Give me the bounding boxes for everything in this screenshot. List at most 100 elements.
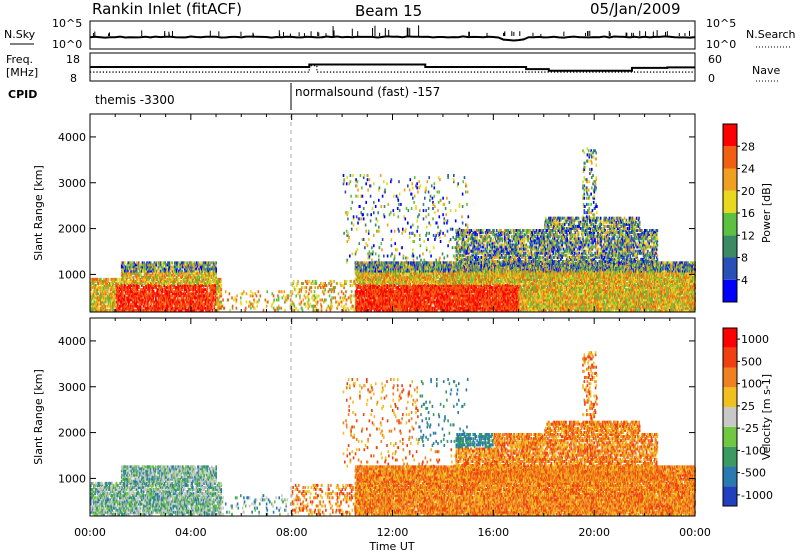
echo-cell (412, 231, 414, 235)
echo-cell (171, 300, 174, 304)
echo-cell (345, 279, 348, 283)
echo-cell (91, 302, 94, 306)
nsky-panel: N.Sky 10^5 10^0 10^5 10^0 N.Search (4, 17, 796, 51)
echo-cell (100, 277, 102, 281)
echo-cell (149, 263, 151, 267)
echo-cell (182, 277, 184, 281)
echo-cell (161, 308, 164, 312)
echo-cell (129, 302, 132, 306)
echo-cell (119, 292, 121, 296)
echo-cell (131, 296, 133, 300)
echo-cell (90, 306, 93, 310)
echo-cell (110, 308, 112, 312)
echo-cell (367, 188, 369, 192)
echo-cell (109, 292, 112, 296)
echo-cell (112, 306, 114, 310)
echo-cell (132, 267, 135, 271)
echo-cell (98, 288, 101, 292)
echo-cell (93, 296, 95, 300)
echo-cell (407, 209, 410, 213)
echo-cell (398, 209, 401, 213)
echo-cell (184, 292, 187, 296)
echo-cell (121, 265, 124, 269)
echo-cell (124, 269, 126, 273)
echo-cell (206, 286, 209, 290)
echo-cell (133, 271, 136, 275)
echo-cell (163, 282, 166, 285)
echo-cell (357, 221, 359, 225)
echo-cell (179, 308, 182, 312)
echo-cell (161, 271, 164, 275)
echo-cell (132, 263, 135, 267)
echo-cell (151, 306, 154, 310)
echo-cell (144, 304, 146, 308)
echo-cell (166, 308, 168, 312)
echo-cell (171, 267, 174, 271)
echo-cell (137, 284, 140, 287)
echo-cell (305, 286, 308, 290)
echo-cell (347, 308, 350, 312)
echo-cell (359, 174, 362, 177)
echo-cell (182, 263, 185, 267)
echo-cell (355, 194, 357, 198)
echo-cell (136, 288, 139, 292)
echo-cell (403, 188, 406, 192)
echo-cell (102, 294, 104, 298)
echo-cell (175, 308, 177, 312)
echo-cell (184, 304, 187, 308)
echo-cell (313, 290, 316, 294)
echo-cell (209, 261, 212, 265)
echo-cell (140, 265, 142, 269)
echo-cell (92, 292, 95, 296)
echo-cell (356, 248, 359, 252)
echo-cell (90, 302, 92, 306)
echo-cell (109, 300, 112, 304)
echo-cell (105, 304, 108, 308)
echo-cell (141, 298, 143, 302)
echo-cell (161, 279, 164, 283)
echo-cell (134, 288, 136, 292)
echo-cell (114, 286, 117, 290)
echo-cell (390, 178, 393, 182)
echo-cell (154, 269, 156, 273)
echo-cell (302, 298, 304, 302)
echo-cell (175, 279, 178, 283)
echo-cell (99, 298, 102, 302)
echo-cell (162, 300, 165, 304)
echo-cell (274, 308, 277, 312)
echo-cell (178, 300, 181, 304)
echo-cell (173, 279, 175, 283)
echo-cell (167, 304, 170, 308)
echo-cell (172, 275, 175, 279)
echo-cell (115, 292, 117, 296)
echo-cell (417, 190, 419, 194)
echo-cell (131, 298, 133, 302)
echo-cell (154, 308, 156, 312)
echo-cell (90, 288, 92, 292)
echo-cell (117, 288, 120, 292)
echo-cell (115, 302, 117, 306)
echo-cell (105, 290, 107, 294)
echo-cell (215, 267, 217, 271)
echo-cell (236, 294, 238, 298)
echo-cell (297, 279, 299, 283)
echo-cell (349, 174, 352, 177)
echo-cell (149, 292, 151, 296)
echo-cell (174, 304, 176, 308)
echo-cell (158, 279, 160, 283)
echo-cell (325, 284, 328, 287)
echo-cell (144, 267, 147, 271)
echo-cell (410, 225, 412, 229)
echo-cell (231, 304, 234, 308)
echo-cell (125, 269, 127, 273)
echo-cell (119, 294, 122, 298)
echo-cell (150, 265, 153, 269)
echo-cell (156, 269, 159, 273)
echo-cell (151, 271, 154, 275)
echo-cell (317, 308, 320, 312)
echo-cell (126, 279, 129, 283)
echo-cell (121, 271, 124, 275)
echo-cell (304, 296, 307, 300)
echo-cell (125, 308, 128, 312)
echo-cell (141, 284, 144, 287)
